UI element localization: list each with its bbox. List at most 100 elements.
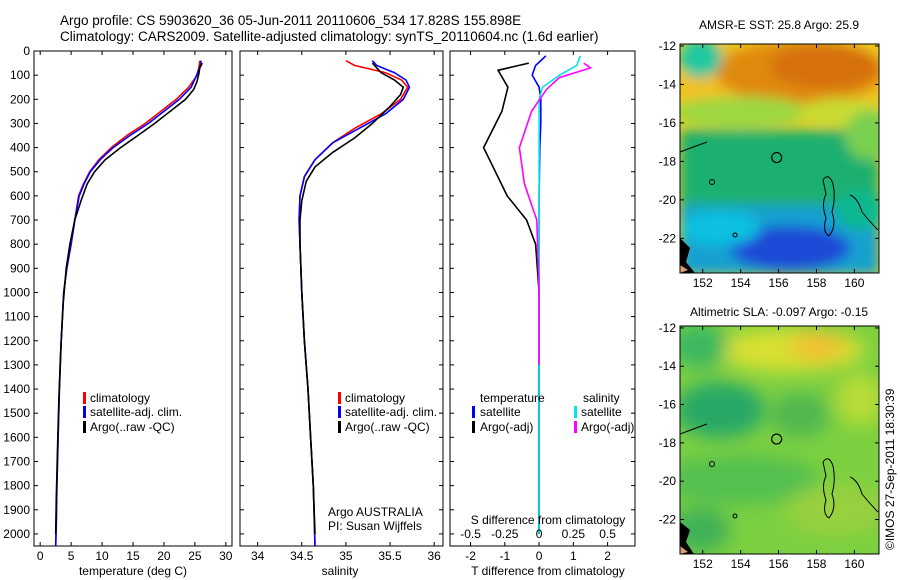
- annotation-pi: PI: Susan Wijffels: [328, 519, 422, 533]
- s-tick-label: 0.25: [562, 527, 586, 541]
- temperature-xlabel: temperature (deg C): [79, 564, 187, 578]
- sst-island: [709, 179, 715, 185]
- legend-swatch-s-argo: [574, 421, 577, 433]
- legend-swatch-argo: [338, 421, 341, 433]
- sst-map-frame: [679, 43, 880, 274]
- map-x-tick-label: 152: [693, 557, 713, 571]
- sst-land: [680, 265, 688, 273]
- y-tick-label: 1100: [4, 310, 30, 324]
- y-tick-label: 200: [10, 92, 30, 106]
- x-tick-label: 30: [219, 549, 233, 563]
- sla-map-panel: Altimetric SLA: -0.097 Argo: -0.15: [659, 305, 880, 571]
- sla-map-frame: [679, 325, 880, 555]
- map-y-tick-label: -14: [659, 77, 677, 91]
- map-x-tick-label: 158: [806, 557, 826, 571]
- map-y-tick-label: -16: [659, 116, 677, 130]
- map-y-tick-label: -20: [659, 474, 677, 488]
- sla-reef-outline-2: [849, 476, 879, 513]
- y-tick-label: 600: [10, 189, 30, 203]
- map-x-tick-label: 152: [693, 276, 713, 290]
- sla-heatmap: [680, 326, 879, 554]
- map-x-tick-label: 154: [731, 557, 751, 571]
- x-tick-label: 25: [188, 549, 202, 563]
- sla-island: [732, 513, 738, 519]
- s-tick-label: 0.5: [599, 527, 616, 541]
- temperature-legend: climatology satellite-adj. clim. Argo(..…: [83, 391, 182, 434]
- y-tick-label: 1700: [3, 454, 30, 468]
- y-tick-label: 1400: [3, 382, 30, 396]
- s-tick-label: 0: [536, 527, 543, 541]
- salinity-xlabel: salinity: [322, 564, 359, 578]
- map-y-tick-label: -18: [659, 436, 677, 450]
- y-tick-label: 400: [10, 141, 30, 155]
- sla-reef-outline-3: [680, 423, 708, 435]
- series-s-argo-adj: [518, 62, 593, 365]
- y-tick-label: 300: [10, 116, 30, 130]
- y-tick-label: 100: [10, 68, 30, 82]
- sst-island: [732, 232, 738, 238]
- y-tick-label: 1500: [3, 406, 30, 420]
- map-y-tick-label: -16: [659, 398, 677, 412]
- legend-label-t-argo: Argo(-adj): [480, 420, 533, 434]
- x-tick-label: 35.5: [378, 549, 402, 563]
- sla-coastline-mainland: [680, 522, 694, 554]
- y-tick-label: 900: [10, 261, 30, 275]
- x-tick-label: 5: [68, 549, 75, 563]
- legend-label-satellite: satellite-adj. clim.: [90, 405, 182, 419]
- y-tick-label: 1800: [3, 479, 30, 493]
- header-line-2: Climatology: CARS2009. Satellite-adjuste…: [60, 29, 599, 44]
- map-x-tick-label: 160: [844, 276, 864, 290]
- y-tick-label: 1300: [3, 358, 30, 372]
- y-tick-label: 1600: [3, 430, 30, 444]
- series-argo-raw-qc: [299, 62, 405, 534]
- sst-reef-outline: [822, 176, 835, 237]
- sst-heatmap: [680, 44, 879, 273]
- map-x-tick-label: 156: [769, 276, 789, 290]
- legend-label-s-argo: Argo(-adj): [581, 420, 634, 434]
- legend-swatch-satellite: [338, 406, 341, 418]
- legend-swatch-s-satellite: [574, 406, 577, 418]
- legend-swatch-satellite: [83, 406, 86, 418]
- sla-map-title: Altimetric SLA: -0.097 Argo: -0.15: [690, 305, 868, 319]
- y-tick-label: 1000: [3, 285, 30, 299]
- imos-timestamp: ©IMOS 27-Sep-2011 18:30:39: [883, 388, 897, 550]
- y-tick-label: 500: [10, 165, 30, 179]
- sst-reef-outline-3: [680, 141, 708, 153]
- x-tick-label: 2: [604, 549, 611, 563]
- legend-label-argo: Argo(..raw -QC): [345, 420, 430, 434]
- map-x-tick-label: 154: [731, 276, 751, 290]
- sst-reef-outline-2: [849, 194, 879, 231]
- legend-swatch-t-argo: [472, 421, 475, 433]
- map-y-tick-label: -22: [659, 513, 677, 527]
- sla-land: [680, 546, 688, 554]
- difference-xlabel-top: S difference from climatology: [471, 513, 626, 527]
- s-tick-label: -0.25: [491, 527, 519, 541]
- difference-panel: -2 -1 0 1 2 T difference from climatology S …: [449, 50, 636, 578]
- difference-xlabel: T difference from climatology: [471, 564, 625, 578]
- y-tick-label: 800: [10, 237, 30, 251]
- legend-label-satellite: satellite-adj. clim.: [345, 405, 437, 419]
- legend-swatch-climatology: [83, 392, 86, 404]
- map-x-tick-label: 156: [769, 557, 789, 571]
- legend-label-s-satellite: satellite: [581, 405, 622, 419]
- x-tick-label: -2: [465, 549, 476, 563]
- sst-map-title: AMSR-E SST: 25.8 Argo: 25.9: [699, 18, 859, 32]
- salinity-panel: 34 34.5 35 35.5 36 salinity climatology sate…: [239, 50, 444, 578]
- x-tick-label: 10: [95, 549, 109, 563]
- map-y-tick-label: -12: [659, 39, 677, 53]
- salinity-legend: climatology satellite-adj. clim. Argo(..…: [338, 391, 437, 434]
- legend-title-salinity: salinity: [583, 391, 620, 405]
- difference-legend: temperature salinity satellite Argo(-adj…: [472, 391, 634, 434]
- sla-argo-marker: [771, 433, 783, 445]
- map-y-tick-label: -14: [659, 359, 677, 373]
- sla-island: [709, 461, 715, 467]
- map-x-tick-label: 160: [844, 557, 864, 571]
- map-y-tick-label: -18: [659, 154, 677, 168]
- map-x-tick-label: 158: [806, 276, 826, 290]
- series-argo-raw-qc: [54, 62, 204, 534]
- y-tick-label: 2000: [3, 527, 30, 541]
- x-tick-label: 15: [126, 549, 140, 563]
- legend-swatch-t-satellite: [472, 406, 475, 418]
- y-tick-label: 1200: [3, 334, 30, 348]
- difference-axes: [449, 50, 636, 547]
